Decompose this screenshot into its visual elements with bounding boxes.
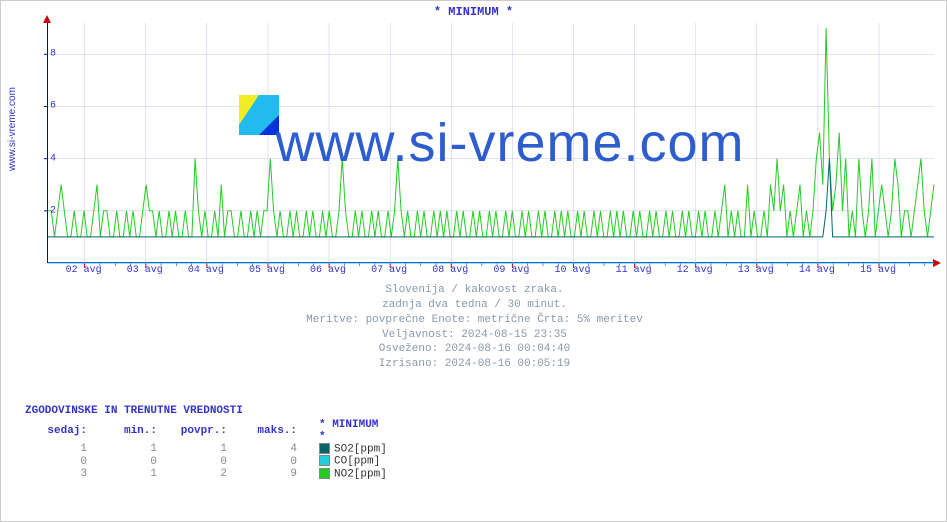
x-tick-label: 05 avg [249, 265, 285, 276]
x-tick-label: 12 avg [677, 265, 713, 276]
legend-label: NO2[ppm] [334, 468, 387, 480]
meta-line-4: Veljavnost: 2024-08-15 23:35 [1, 328, 947, 343]
stats-col-header: min.: [95, 419, 165, 443]
stats-row: 0000CO[ppm] [25, 455, 395, 467]
x-tick-label: 02 avg [66, 265, 102, 276]
stats-cell: 1 [95, 468, 165, 480]
legend-swatch [319, 443, 330, 454]
stats-legend-header: * MINIMUM * [305, 419, 395, 443]
stats-row: 1114SO2[ppm] [25, 443, 395, 455]
legend-label: CO[ppm] [334, 456, 380, 468]
stats-cell: 9 [235, 468, 305, 480]
stats-cell: 1 [25, 443, 95, 455]
stats-header-row: sedaj:min.:povpr.:maks.:* MINIMUM * [25, 419, 395, 443]
stats-cell: 3 [25, 468, 95, 480]
meta-line-5: Osveženo: 2024-08-16 00:04:40 [1, 342, 947, 357]
meta-line-6: Izrisano: 2024-08-16 00:05:19 [1, 357, 947, 372]
x-tick-label: 10 avg [554, 265, 590, 276]
stats-cell: 0 [95, 455, 165, 467]
x-tick-label: 07 avg [371, 265, 407, 276]
stats-legend-cell: NO2[ppm] [305, 468, 395, 480]
stats-table: sedaj:min.:povpr.:maks.:* MINIMUM * 1114… [25, 419, 395, 480]
y-tick-label: 6 [6, 101, 56, 112]
y-tick-label: 4 [6, 153, 56, 164]
stats-legend-cell: SO2[ppm] [305, 443, 395, 455]
stats-cell: 1 [165, 443, 235, 455]
x-axis-arrow [933, 259, 941, 267]
y-tick-label: 2 [6, 205, 56, 216]
x-tick-label: 15 avg [860, 265, 896, 276]
series-layer [48, 23, 933, 262]
stats-col-header: povpr.: [165, 419, 235, 443]
stats-title: ZGODOVINSKE IN TRENUTNE VREDNOSTI [25, 405, 395, 417]
x-tick-label: 13 avg [738, 265, 774, 276]
stats-cell: 0 [165, 455, 235, 467]
meta-line-2: zadnja dva tedna / 30 minut. [1, 298, 947, 313]
stats-block: ZGODOVINSKE IN TRENUTNE VREDNOSTI sedaj:… [25, 405, 395, 480]
stats-col-header: sedaj: [25, 419, 95, 443]
plot-area [47, 23, 933, 263]
x-tick-label: 14 avg [799, 265, 835, 276]
legend-label: SO2[ppm] [334, 443, 387, 455]
x-tick-label: 11 avg [616, 265, 652, 276]
legend-swatch [319, 455, 330, 466]
stats-cell: 1 [95, 443, 165, 455]
x-tick-label: 06 avg [310, 265, 346, 276]
x-tick-label: 03 avg [127, 265, 163, 276]
legend-swatch [319, 468, 330, 479]
y-axis-arrow [43, 15, 51, 23]
stats-legend-cell: CO[ppm] [305, 455, 395, 467]
x-tick-label: 04 avg [188, 265, 224, 276]
meta-block: Slovenija / kakovost zraka. zadnja dva t… [1, 283, 947, 372]
x-tick-label: 09 avg [493, 265, 529, 276]
stats-cell: 0 [25, 455, 95, 467]
stats-cell: 2 [165, 468, 235, 480]
stats-col-header: maks.: [235, 419, 305, 443]
stats-cell: 0 [235, 455, 305, 467]
stats-cell: 4 [235, 443, 305, 455]
chart-title: * MINIMUM * [1, 1, 946, 19]
meta-line-3: Meritve: povprečne Enote: metrične Črta:… [1, 313, 947, 328]
series-line [48, 28, 934, 237]
meta-line-1: Slovenija / kakovost zraka. [1, 283, 947, 298]
stats-body: 1114SO2[ppm]0000CO[ppm]3129NO2[ppm] [25, 443, 395, 480]
y-tick-label: 8 [6, 49, 56, 60]
x-tick-label: 08 avg [432, 265, 468, 276]
stats-row: 3129 NO2[ppm] [25, 468, 395, 480]
